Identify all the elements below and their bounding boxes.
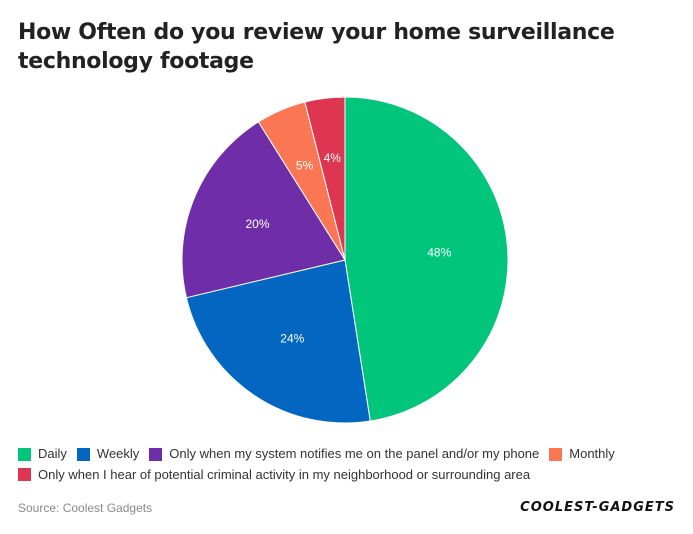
chart-title: How Often do you review your home survei… — [18, 20, 615, 74]
legend-item-1: Weekly — [76, 445, 140, 463]
legend-swatch — [76, 447, 90, 461]
pie-slice-2 — [181, 121, 346, 299]
legend-item-2: Only when my system notifies me on the p… — [149, 445, 539, 463]
legend-swatch — [549, 447, 563, 461]
pie-slice-1 — [185, 259, 371, 424]
slice-label-3: 5% — [296, 159, 314, 173]
source-note: Source: Coolest Gadgets — [18, 501, 153, 515]
slice-label-4: 4% — [324, 151, 342, 165]
legend-swatch — [18, 447, 31, 461]
slice-label-0: 48% — [427, 246, 451, 260]
slice-label-2: 20% — [246, 217, 270, 231]
legend-item-4: Only when I hear of potential criminal a… — [18, 466, 530, 484]
legend-label: Monthly — [569, 446, 615, 461]
chart-legend: Daily Weekly Only when my system notifies … — [18, 445, 678, 486]
pie-labels: 48% 24% 20% 5% 4% — [246, 151, 452, 345]
pie-slice-0 — [344, 96, 509, 422]
legend-label: Only when I hear of potential criminal a… — [38, 466, 531, 482]
legend-label: Weekly — [96, 446, 140, 461]
legend-swatch — [149, 447, 163, 461]
brand-logo: COOLEST-GADGETS — [520, 500, 675, 515]
legend-swatch — [18, 468, 31, 481]
slice-label-1: 24% — [280, 332, 304, 346]
legend-item-3: Monthly — [549, 445, 615, 463]
legend-label: Only when my system notifies me on the p… — [169, 446, 540, 461]
legend-item-0: Daily — [18, 445, 67, 463]
pie-slice-4 — [304, 96, 346, 261]
legend-label: Daily — [38, 446, 67, 461]
pie-slices — [181, 96, 509, 424]
